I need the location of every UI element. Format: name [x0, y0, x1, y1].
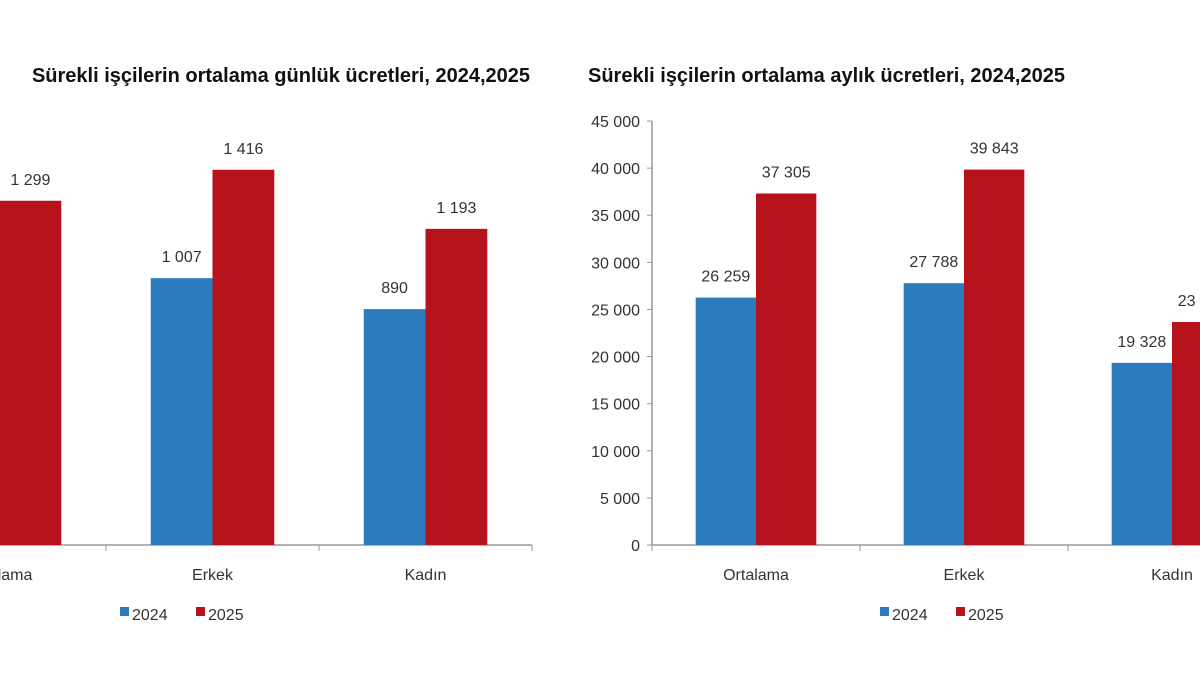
legend-label-2024: 2024	[132, 607, 168, 624]
legend-swatch-2025	[956, 607, 965, 616]
chart-title-daily: Sürekli işçilerin ortalama günlük ücretl…	[32, 65, 530, 87]
bar-2024-erkek	[903, 283, 964, 545]
data-label: 37 305	[762, 165, 811, 182]
data-label: 1 416	[223, 141, 263, 158]
bar-2025-kadın	[1172, 322, 1200, 545]
legend-label-2024: 2024	[892, 607, 928, 624]
legend-swatch-2025	[196, 607, 205, 616]
y-tick-label: 40 000	[591, 161, 640, 178]
bar-2024-kadın	[363, 309, 426, 545]
category-label: Kadın	[1151, 567, 1193, 584]
data-label: 1 299	[10, 172, 50, 189]
data-label: 23 667	[1178, 293, 1200, 310]
chart-title-monthly: Sürekli işçilerin ortalama aylık ücretle…	[588, 65, 1065, 87]
bar-2025-erkek	[964, 169, 1025, 545]
data-label: 19 328	[1117, 334, 1166, 351]
y-tick-label: 25 000	[591, 302, 640, 319]
bar-2025-erkek	[212, 169, 275, 545]
data-label: 890	[381, 280, 408, 297]
data-label: 1 007	[162, 249, 202, 266]
data-label: 1 193	[436, 200, 476, 217]
legend-label-2025: 2025	[208, 607, 244, 624]
bar-2024-ortalama	[695, 297, 756, 545]
legend-label-2025: 2025	[968, 607, 1004, 624]
y-tick-label: 45 000	[591, 114, 640, 131]
y-tick-label: 15 000	[591, 397, 640, 414]
category-label: Ortalama	[723, 567, 789, 584]
legend-swatch-2024	[120, 607, 129, 616]
bar-2025-ortalama	[756, 193, 817, 545]
data-label: 26 259	[701, 269, 750, 286]
daily-wages-chart: 1 299 Ortalama 1 007 1 416 Erkek 890 1 193 Kadı…	[0, 141, 533, 624]
category-label: Erkek	[944, 567, 986, 584]
data-label: 27 788	[909, 254, 958, 271]
category-label: Erkek	[192, 567, 234, 584]
y-tick-label: 0	[631, 538, 640, 555]
category-label: Ortalama	[0, 567, 33, 584]
y-tick-label: 35 000	[591, 208, 640, 225]
data-label: 39 843	[970, 141, 1019, 158]
bar-2024-kadın	[1111, 362, 1172, 545]
category-label: Kadın	[405, 567, 447, 584]
monthly-wages-chart: 0 5 000 10 000 15 000 20 000 25 000 30 000 35 0…	[591, 114, 1200, 624]
bar-2025-ortalama	[0, 200, 62, 545]
y-tick-label: 30 000	[591, 255, 640, 272]
bar-2025-kadın	[425, 228, 488, 546]
y-tick-label: 20 000	[591, 350, 640, 367]
bar-2024-erkek	[150, 278, 213, 545]
y-tick-label: 10 000	[591, 444, 640, 461]
legend-swatch-2024	[880, 607, 889, 616]
y-tick-label: 5 000	[600, 491, 640, 508]
